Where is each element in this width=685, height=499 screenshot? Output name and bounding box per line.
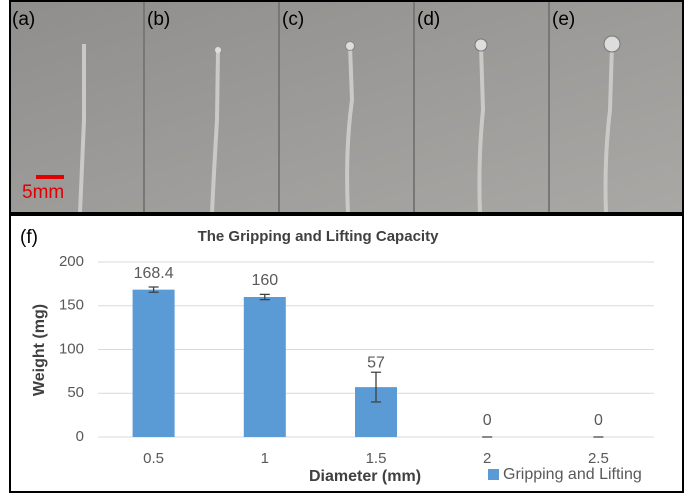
wire-tip xyxy=(345,41,355,51)
wire-tip xyxy=(603,35,621,53)
photo-label: (d) xyxy=(417,9,440,30)
y-tick-label: 0 xyxy=(76,428,84,445)
photo-label: (c) xyxy=(282,9,304,30)
panel-label: (f) xyxy=(20,227,38,248)
y-tick-label: 200 xyxy=(59,253,84,270)
scale-bar-label: 5mm xyxy=(22,182,64,203)
wire xyxy=(345,45,355,214)
data-label: 160 xyxy=(251,272,278,289)
bar xyxy=(132,289,175,437)
x-axis-label: Diameter (mm) xyxy=(309,468,421,485)
y-tick-label: 150 xyxy=(59,297,84,314)
legend-swatch xyxy=(488,469,499,480)
photo-label: (a) xyxy=(12,9,35,30)
x-tick-label: 1 xyxy=(261,450,269,467)
photo-divider xyxy=(278,1,280,213)
wire xyxy=(78,44,86,214)
y-tick-label: 50 xyxy=(67,384,84,401)
data-label: 57 xyxy=(367,354,385,371)
error-bar xyxy=(371,371,381,403)
wire xyxy=(210,49,220,214)
data-label: 0 xyxy=(594,412,603,429)
chart-title: The Gripping and Lifting Capacity xyxy=(198,228,439,245)
legend-label: Gripping and Lifting xyxy=(503,466,642,483)
bar xyxy=(243,297,286,437)
x-tick-label: 2 xyxy=(483,450,491,467)
photo-border xyxy=(9,0,684,214)
wire xyxy=(603,44,614,214)
wire-tip xyxy=(474,38,488,52)
wire-tip xyxy=(215,47,221,53)
photo-divider xyxy=(413,1,415,213)
wire xyxy=(477,45,486,214)
x-tick-label: 0.5 xyxy=(143,450,164,467)
error-bar xyxy=(259,293,270,301)
photo-divider xyxy=(143,1,145,213)
error-bar xyxy=(148,286,159,293)
photo-divider xyxy=(548,1,550,213)
scale-bar xyxy=(36,175,64,179)
data-label: 0 xyxy=(483,412,492,429)
photo-label: (e) xyxy=(552,9,575,30)
x-tick-label: 2.5 xyxy=(588,450,609,467)
photo-label: (b) xyxy=(147,9,170,30)
x-tick-label: 1.5 xyxy=(366,450,387,467)
chart-border xyxy=(9,214,684,493)
y-axis-label: Weight (mg) xyxy=(31,304,48,396)
photo-strip: 5mm xyxy=(9,0,684,214)
y-tick-label: 100 xyxy=(59,340,84,357)
data-label: 168.4 xyxy=(134,265,174,282)
